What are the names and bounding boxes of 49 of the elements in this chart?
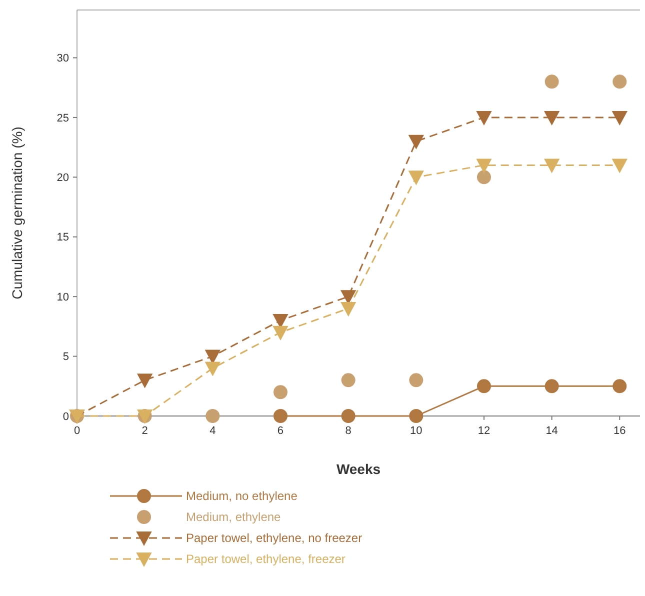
point (612, 110, 628, 125)
point (340, 302, 356, 316)
x-tick-label: 8 (345, 425, 352, 437)
point (409, 373, 424, 388)
x-axis-title: Weeks (336, 461, 381, 477)
point (476, 170, 491, 184)
point (409, 409, 424, 423)
point (206, 409, 220, 423)
point (273, 385, 288, 400)
point (272, 314, 288, 328)
y-tick-label: 30 (56, 52, 69, 65)
point (205, 362, 220, 376)
point (544, 110, 560, 125)
point (137, 374, 152, 388)
x-tick-label: 16 (614, 425, 626, 437)
x-tick-label: 12 (478, 425, 490, 437)
text: Medium, ethylene (186, 510, 282, 524)
y-axis-title: Cumulative germination (%) (9, 126, 25, 300)
x-tick-label: 6 (277, 425, 284, 437)
point (408, 170, 424, 185)
y-tick-label: 10 (56, 291, 69, 304)
text: Medium, no ethylene (186, 489, 298, 504)
point (476, 158, 492, 173)
y-tick-label: 0 (62, 410, 69, 423)
x-tick-label: 2 (142, 425, 148, 437)
text: Paper towel, ethylene, no freezer (186, 531, 362, 546)
x-tick-label: 14 (546, 425, 558, 437)
x-tick-label: 10 (410, 425, 422, 437)
point (272, 326, 288, 340)
point (273, 409, 288, 423)
y-tick-label: 15 (56, 232, 69, 244)
point (612, 158, 628, 173)
point (544, 379, 559, 394)
point (544, 74, 559, 89)
point (341, 373, 356, 388)
text: Paper towel, ethylene, freezer (186, 552, 346, 566)
y-tick-label: 20 (56, 172, 69, 184)
point (544, 158, 560, 173)
x-tick-label: 0 (74, 425, 80, 437)
point (408, 134, 424, 149)
x-tick-label: 4 (210, 425, 216, 437)
point (612, 74, 627, 89)
y-tick-label: 5 (62, 351, 69, 364)
point (612, 379, 627, 394)
point (205, 350, 220, 364)
point (476, 379, 491, 394)
point (476, 110, 492, 125)
y-tick-label: 25 (56, 112, 69, 124)
point (341, 409, 356, 423)
